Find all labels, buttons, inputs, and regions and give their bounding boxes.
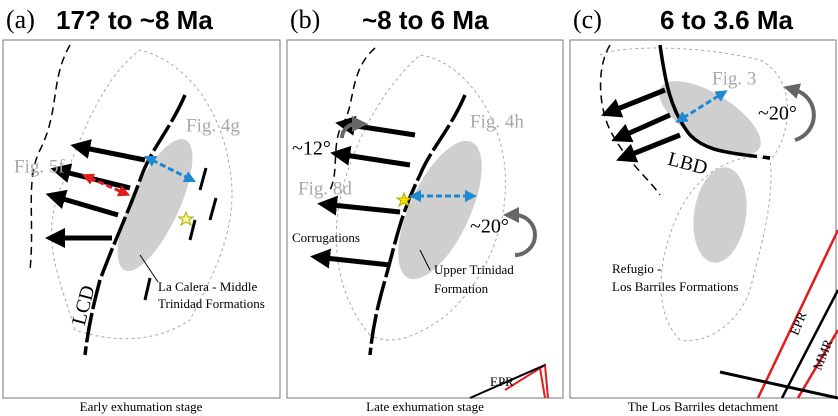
rotation-label: ~12° [292,138,331,160]
fault-label: LBD [666,148,710,180]
panel-title: ~8 to 6 Ma [362,5,489,35]
figure-ref: Fig. 4g [186,115,240,136]
fault-label: LCD [68,283,100,327]
unit-label: La Calera - Middle [158,279,257,294]
unit-label: Upper Trinidad [434,262,514,277]
ridge-label: MMR [810,337,836,372]
panel-title: 6 to 3.6 Ma [660,5,793,35]
panel-letter: (b) [290,5,320,34]
figure: (a) 17? to ~8 Ma (b) ~8 to 6 Ma (c) 6 to… [0,0,838,416]
rotation-label: ~20° [758,103,797,125]
panel-letter: (c) [573,5,602,34]
caption: The Los Barriles detachment [628,399,779,414]
panel-c-sketch [600,45,838,398]
figure-ref: Fig. 8d [298,178,352,199]
page: (a) 17? to ~8 Ma (b) ~8 to 6 Ma (c) 6 to… [0,0,838,416]
figure-ref: Fig. 3 [712,68,756,89]
ridge-label: EPR [490,374,514,389]
caption: Late exhumation stage [366,399,484,414]
figure-ref: Fig. 4h [470,111,524,132]
panel-b-sketch [325,48,548,398]
rotation-label: ~20° [470,216,509,238]
ridge-label: EPR [787,309,810,337]
unit-label: Formation [434,281,489,296]
unit-label: Los Barriles Formations [612,279,738,294]
panel-title: 17? to ~8 Ma [56,5,213,35]
unit-label: Refugio - [612,261,661,276]
figure-ref: Fig. 5f [14,156,65,177]
unit-label: Trinidad Formations [158,296,265,311]
caption: Early exhumation stage [80,399,203,414]
feature-label: Corrugations [292,230,360,245]
panel-letter: (a) [6,5,35,34]
